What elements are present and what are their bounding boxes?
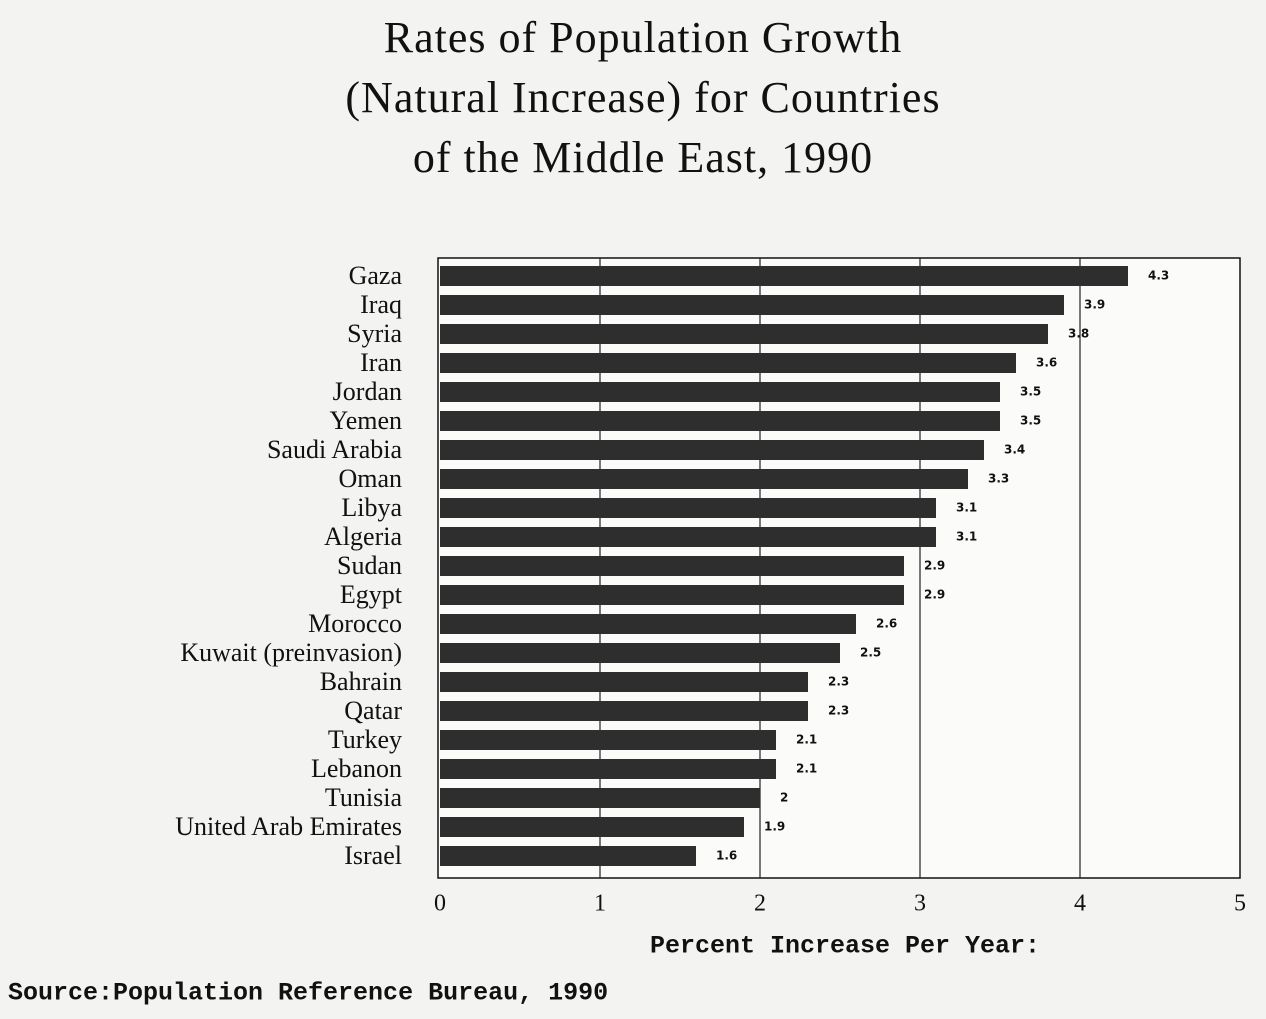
bar [440,817,744,837]
bar [440,556,904,576]
y-tick-label: Qatar [344,696,402,725]
y-tick-label: Syria [347,319,402,348]
x-tick-label: 4 [1074,891,1086,917]
bar [440,266,1128,286]
bar [440,527,936,547]
x-axis-label: Percent Increase Per Year: [650,932,1040,961]
data-label: 2.5 [860,646,881,660]
data-label: 3.3 [988,472,1009,486]
y-tick-label: Egypt [340,580,403,609]
source-note: Source:Population Reference Bureau, 1990 [8,979,608,1008]
data-label: 3.8 [1068,327,1089,341]
bar [440,759,776,779]
data-label: 2.6 [876,617,897,631]
chart-title: (Natural Increase) for Countries [345,73,940,122]
data-label: 3.5 [1020,385,1041,399]
bar [440,730,776,750]
bar [440,498,936,518]
data-label: 3.1 [956,530,977,544]
data-label: 2.3 [828,675,849,689]
bar [440,585,904,605]
x-tick-label: 1 [594,891,606,917]
y-tick-label: Libya [341,493,402,522]
y-tick-label: Turkey [328,725,402,754]
data-label: 2.9 [924,588,945,602]
x-tick-label: 2 [754,891,766,917]
bar [440,788,760,808]
bar [440,672,808,692]
bar [440,324,1048,344]
bar [440,846,696,866]
y-tick-label: Jordan [333,377,402,406]
bar [440,440,984,460]
y-tick-label: Israel [344,841,402,870]
y-tick-label: Lebanon [311,754,402,783]
y-tick-label: United Arab Emirates [175,812,402,841]
data-label: 2 [780,791,788,805]
x-tick-label: 3 [914,891,926,917]
bar [440,469,968,489]
y-tick-label: Algeria [324,522,402,551]
data-label: 2.9 [924,559,945,573]
data-label: 1.9 [764,820,785,834]
data-label: 3.6 [1036,356,1057,370]
y-tick-label: Kuwait (preinvasion) [180,638,402,667]
chart-title: Rates of Population Growth [384,13,903,62]
bar [440,295,1064,315]
x-tick-label: 0 [434,891,446,917]
bar [440,353,1016,373]
bar [440,643,840,663]
bar [440,701,808,721]
bar [440,382,1000,402]
y-tick-label: Tunisia [325,783,403,812]
bar [440,411,1000,431]
y-tick-label: Yemen [330,406,402,435]
y-tick-label: Bahrain [320,667,402,696]
data-label: 3.1 [956,501,977,515]
chart-title: of the Middle East, 1990 [413,133,873,182]
x-tick-label: 5 [1234,891,1246,917]
data-label: 2.3 [828,704,849,718]
data-label: 3.4 [1004,443,1025,457]
data-label: 2.1 [796,733,817,747]
data-label: 2.1 [796,762,817,776]
y-tick-label: Morocco [308,609,402,638]
data-label: 4.3 [1148,269,1169,283]
bar [440,614,856,634]
y-tick-label: Iraq [360,290,402,319]
data-label: 3.9 [1084,298,1105,312]
y-tick-label: Iran [360,348,402,377]
data-label: 3.5 [1020,414,1041,428]
y-tick-label: Sudan [337,551,402,580]
y-tick-label: Oman [338,464,402,493]
y-tick-label: Gaza [349,261,403,290]
y-tick-label: Saudi Arabia [267,435,402,464]
data-label: 1.6 [716,849,737,863]
